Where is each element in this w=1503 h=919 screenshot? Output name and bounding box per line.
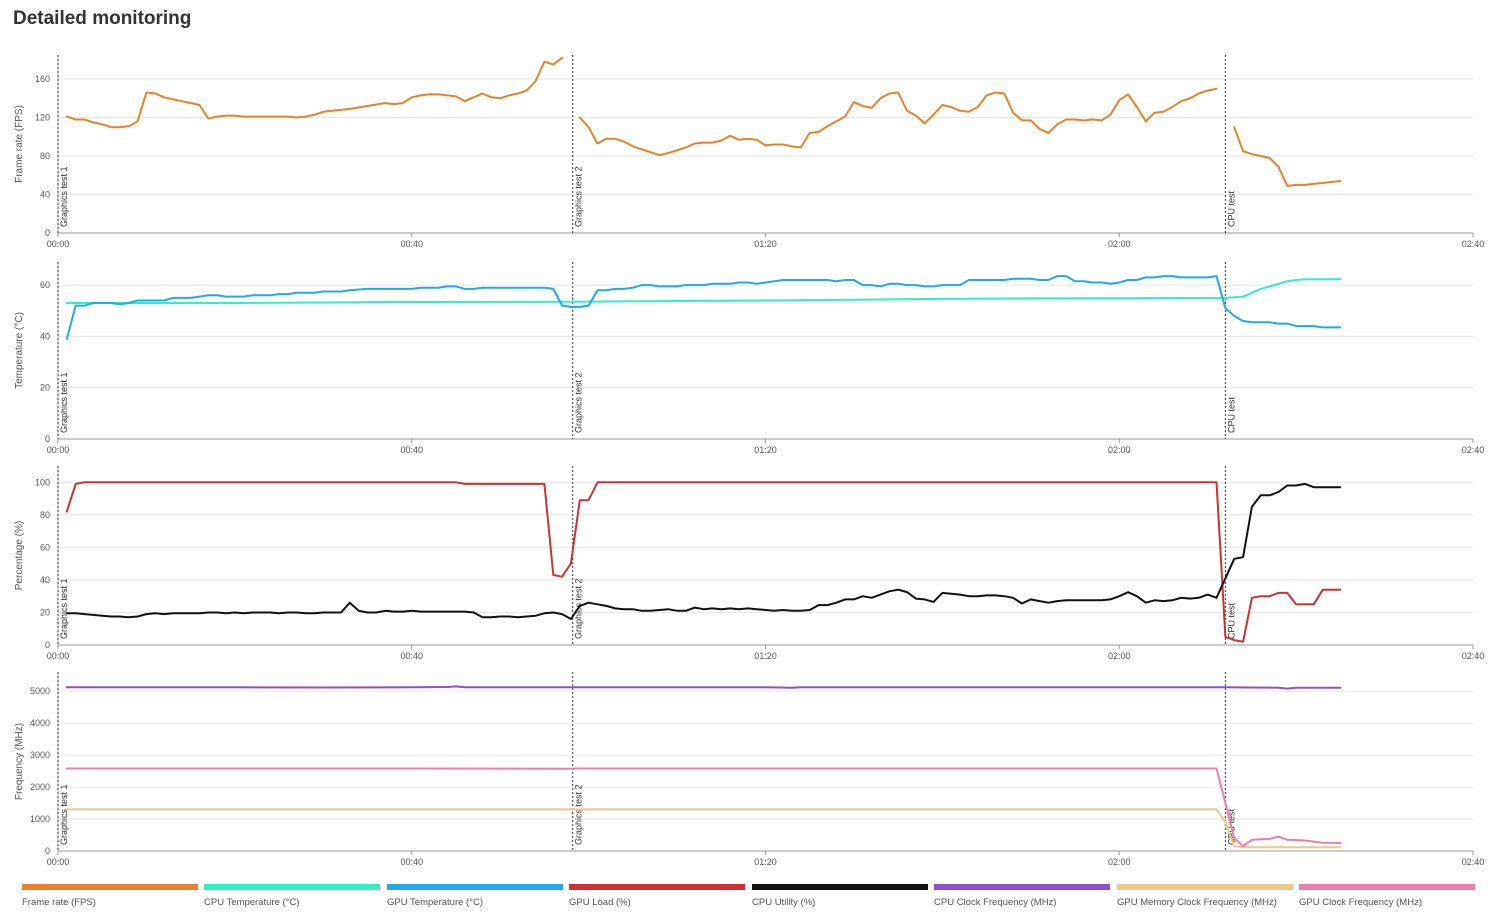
y-tick-label: 0: [45, 846, 50, 856]
x-tick-label: 02:00: [1108, 445, 1131, 455]
chart-panel-3: 0 20 40 60 80 100 00:00 00:40 01:20 02:00 02:40 Per…: [14, 466, 1484, 661]
test-marker-label: Graphics test 1: [59, 784, 69, 845]
legend-item-frame-rate[interactable]: Frame rate (FPS): [22, 884, 198, 914]
y-tick-label: 0: [45, 228, 50, 238]
series-line-gpu-load-: [65, 481, 1342, 643]
x-tick-label: 02:40: [1462, 445, 1485, 455]
legend-swatch: [1299, 884, 1475, 890]
x-tick-label: 02:00: [1108, 857, 1131, 867]
legend-swatch: [22, 884, 198, 890]
x-tick-label: 00:40: [400, 857, 423, 867]
legend-label: CPU Temperature (°C): [204, 897, 300, 908]
y-tick-label: 120: [35, 113, 50, 123]
x-tick-label: 02:40: [1462, 239, 1485, 249]
legend-swatch: [1117, 884, 1293, 890]
y-axis-title: Percentage (%): [14, 521, 25, 590]
x-tick-label: 00:00: [47, 651, 70, 661]
legend-item-cpu-clock[interactable]: CPU Clock Frequency (MHz): [934, 884, 1110, 914]
y-tick-label: 40: [40, 190, 50, 200]
y-tick-label: 5000: [30, 686, 50, 696]
y-tick-label: 3000: [30, 750, 50, 760]
legend-item-gpu-temperature[interactable]: GPU Temperature (°C): [387, 884, 563, 914]
legend-swatch: [569, 884, 745, 890]
test-marker-label: Graphics test 2: [574, 784, 584, 845]
x-tick-label: 02:00: [1108, 651, 1131, 661]
legend-label: GPU Memory Clock Frequency (MHz): [1117, 897, 1277, 908]
x-tick-label: 00:40: [400, 651, 423, 661]
legend-item-gpu-memory-clock[interactable]: GPU Memory Clock Frequency (MHz): [1117, 884, 1293, 914]
legend-swatch: [387, 884, 563, 890]
test-marker-label: CPU test: [1226, 602, 1236, 639]
y-tick-label: 80: [40, 151, 50, 161]
y-tick-label: 60: [40, 542, 50, 552]
y-tick-label: 1000: [30, 814, 50, 824]
x-tick-label: 02:40: [1462, 651, 1485, 661]
y-tick-label: 60: [40, 280, 50, 290]
y-tick-label: 160: [35, 74, 50, 84]
test-marker-label: Graphics test 1: [59, 578, 69, 639]
y-tick-label: 0: [45, 640, 50, 650]
legend-item-gpu-clock[interactable]: GPU Clock Frequency (MHz): [1299, 884, 1475, 914]
y-tick-label: 80: [40, 510, 50, 520]
series-line-frame-rate-fps-: [1233, 126, 1342, 187]
y-tick-label: 0: [45, 434, 50, 444]
x-tick-label: 00:40: [400, 239, 423, 249]
legend-item-gpu-load[interactable]: GPU Load (%): [569, 884, 745, 914]
legend-item-cpu-temperature[interactable]: CPU Temperature (°C): [204, 884, 380, 914]
x-tick-label: 00:00: [47, 857, 70, 867]
x-tick-label: 00:00: [47, 239, 70, 249]
y-tick-label: 4000: [30, 718, 50, 728]
legend-label: CPU Utility (%): [752, 897, 816, 908]
chart-panel-1: 0 40 80 120 160 00:00 00:40 01:20 02:00 02:40 Fram…: [14, 55, 1484, 249]
x-tick-label: 00:40: [400, 445, 423, 455]
series-line-gpu-clock-frequency-mhz-: [65, 767, 1342, 848]
legend-swatch: [204, 884, 380, 890]
x-tick-label: 01:20: [754, 857, 777, 867]
series-line-frame-rate-fps-: [578, 87, 1218, 157]
y-axis-title: Temperature (°C): [14, 312, 25, 389]
legend-label: Frame rate (FPS): [22, 897, 96, 908]
y-tick-label: 20: [40, 383, 50, 393]
test-marker-label: Graphics test 1: [59, 372, 69, 433]
y-axis-title: Frequency (MHz): [14, 723, 25, 800]
test-marker-label: CPU test: [1226, 396, 1236, 433]
legend-item-cpu-utility[interactable]: CPU Utility (%): [752, 884, 928, 914]
page-title: Detailed monitoring: [13, 8, 192, 29]
legend-swatch: [934, 884, 1110, 890]
test-marker-label: Graphics test 1: [59, 166, 69, 227]
chart-panel-2: 0 20 40 60 00:00 00:40 01:20 02:00 02:40 Temperat…: [14, 262, 1484, 455]
x-tick-label: 01:20: [754, 239, 777, 249]
legend-label: GPU Load (%): [569, 897, 631, 908]
legend-swatch: [752, 884, 928, 890]
x-tick-label: 01:20: [754, 445, 777, 455]
series-line-cpu-temperature-c-: [65, 278, 1342, 304]
test-marker-label: Graphics test 2: [574, 166, 584, 227]
y-axis-title: Frame rate (FPS): [14, 105, 25, 183]
chart-panel-4: 0 1000 2000 3000 4000 5000 00:00 00:40 01:20 02:0…: [14, 672, 1484, 867]
y-tick-label: 40: [40, 331, 50, 341]
legend-label: GPU Clock Frequency (MHz): [1299, 897, 1422, 908]
y-tick-label: 2000: [30, 782, 50, 792]
x-tick-label: 00:00: [47, 445, 70, 455]
legend-label: CPU Clock Frequency (MHz): [934, 897, 1057, 908]
series-line-frame-rate-fps-: [65, 56, 564, 129]
monitoring-charts: 0 40 80 120 160 00:00 00:40 01:20 02:00 02:40 Fram…: [14, 55, 1484, 867]
series-line-gpu-memory-clock-frequency-mhz-: [65, 808, 1342, 849]
series-line-cpu-utility-: [65, 482, 1342, 620]
test-marker-label: Graphics test 2: [574, 372, 584, 433]
series-line-cpu-clock-frequency-mhz-: [65, 685, 1342, 690]
test-marker-label: CPU test: [1226, 190, 1236, 227]
y-tick-label: 100: [35, 477, 50, 487]
legend-label: GPU Temperature (°C): [387, 897, 484, 908]
x-tick-label: 02:40: [1462, 857, 1485, 867]
y-tick-label: 20: [40, 607, 50, 617]
series-line-gpu-temperature-c-: [65, 275, 1342, 340]
chart-legend: Frame rate (FPS) CPU Temperature (°C) GP…: [22, 884, 1484, 914]
x-tick-label: 01:20: [754, 651, 777, 661]
y-tick-label: 40: [40, 575, 50, 585]
x-tick-label: 02:00: [1108, 239, 1131, 249]
